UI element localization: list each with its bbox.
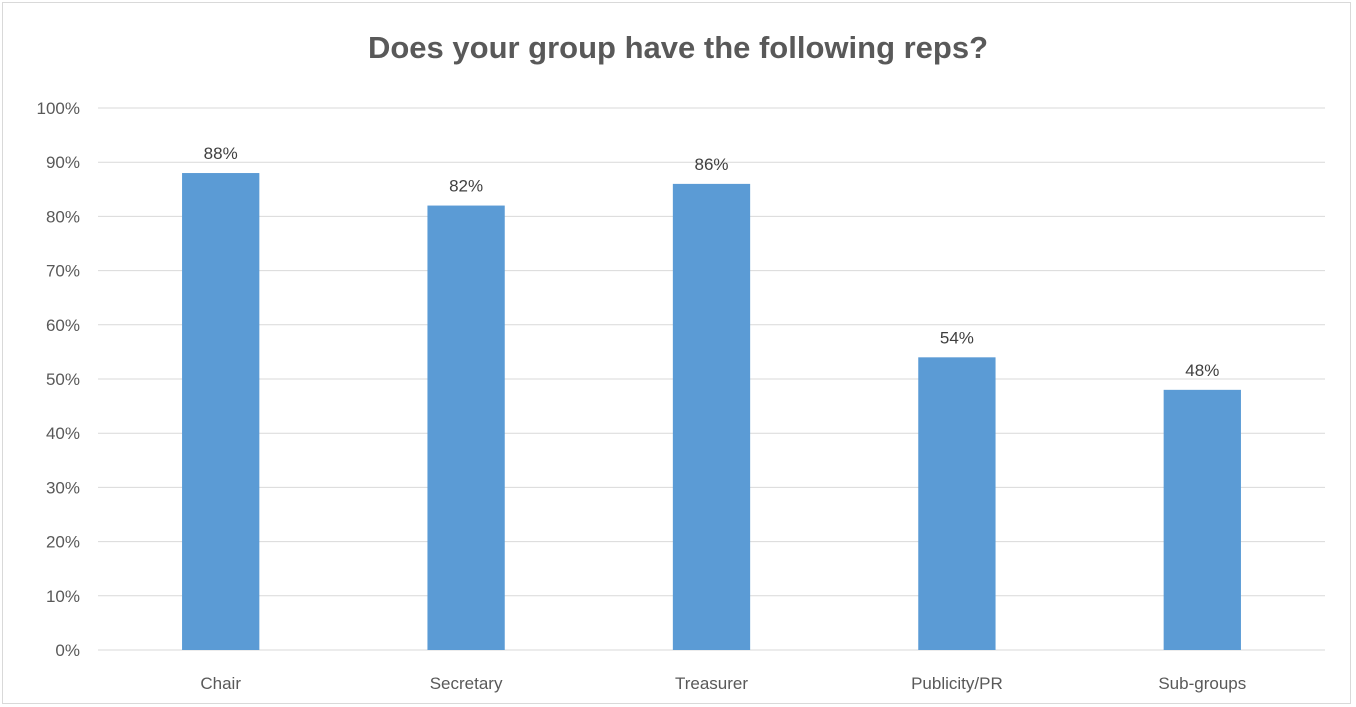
chart-title: Does your group have the following reps? bbox=[367, 30, 989, 65]
data-label: 54% bbox=[940, 328, 974, 347]
x-tick-label: Chair bbox=[200, 674, 241, 693]
bar-secretary bbox=[427, 205, 505, 650]
x-tick-label: Treasurer bbox=[675, 674, 748, 693]
y-tick-label: 50% bbox=[46, 370, 80, 389]
y-tick-label: 30% bbox=[46, 478, 80, 497]
y-axis-ticks: 0% 10% 20% 30% 40% 50% 60% 70% 80% 90% 100% bbox=[37, 99, 80, 660]
data-label: 86% bbox=[694, 155, 728, 174]
y-tick-label: 60% bbox=[46, 316, 80, 335]
x-tick-label: Sub-groups bbox=[1158, 674, 1246, 693]
y-tick-label: 80% bbox=[46, 207, 80, 226]
bar-publicity-pr bbox=[918, 357, 996, 650]
y-tick-label: 40% bbox=[46, 424, 80, 443]
data-label: 48% bbox=[1185, 361, 1219, 380]
data-label: 82% bbox=[449, 177, 483, 196]
x-tick-label: Secretary bbox=[430, 674, 503, 693]
y-tick-label: 100% bbox=[37, 99, 80, 118]
y-tick-label: 0% bbox=[55, 641, 80, 660]
data-label: 88% bbox=[204, 144, 238, 163]
y-tick-label: 70% bbox=[46, 262, 80, 281]
bar-chair bbox=[182, 173, 260, 651]
y-tick-label: 10% bbox=[46, 587, 80, 606]
bar-treasurer bbox=[672, 183, 751, 650]
x-tick-label: Publicity/PR bbox=[911, 674, 1003, 693]
bar-sub-groups bbox=[1163, 389, 1241, 650]
y-tick-label: 90% bbox=[46, 153, 80, 172]
bars bbox=[182, 173, 1241, 651]
x-axis-ticks: Chair Secretary Treasurer Publicity/PR Sub-g… bbox=[200, 674, 1246, 693]
data-labels: 88% 82% 86% 54% 48% bbox=[204, 144, 1220, 380]
y-tick-label: 20% bbox=[46, 533, 80, 552]
